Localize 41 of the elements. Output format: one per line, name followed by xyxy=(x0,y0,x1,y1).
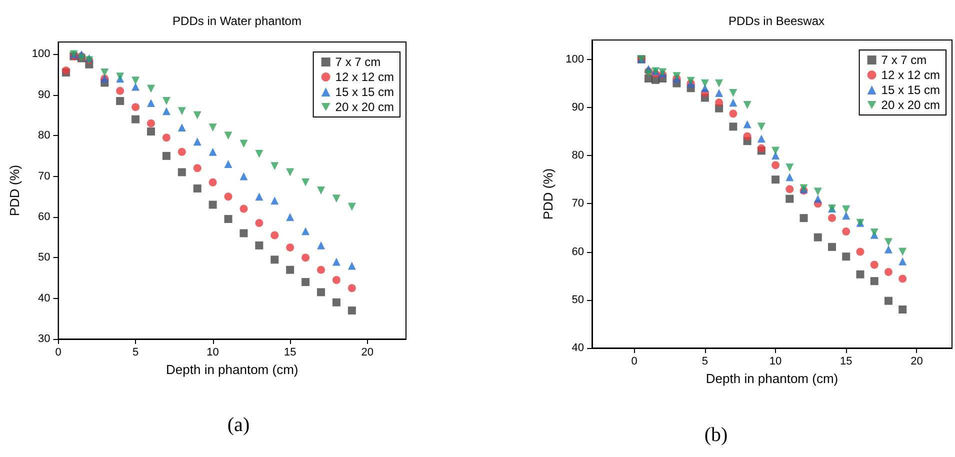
legend-label: 7 x 7 cm xyxy=(335,55,381,69)
y-tick-label: 40 xyxy=(572,342,584,354)
y-tick-label: 80 xyxy=(38,130,50,142)
x-tick-label: 20 xyxy=(910,356,923,368)
y-axis-title: PDD (%) xyxy=(540,168,556,220)
x-axis-title: Depth in phantom (cm) xyxy=(706,370,838,386)
legend-label: 12 x 12 cm xyxy=(881,68,940,82)
legend-label: 15 x 15 cm xyxy=(881,83,940,97)
y-tick-label: 30 xyxy=(38,333,50,345)
x-tick-label: 0 xyxy=(631,356,638,368)
y-tick-label: 80 xyxy=(572,150,584,162)
y-tick-label: 90 xyxy=(38,88,50,101)
x-tick-label: 0 xyxy=(55,346,62,358)
text: (a) xyxy=(227,414,250,436)
text: (b) xyxy=(704,424,728,446)
y-tick-label: 60 xyxy=(572,246,584,258)
y-tick-label: 50 xyxy=(572,294,584,306)
x-tick-label: 10 xyxy=(769,356,782,368)
y-tick-label: 70 xyxy=(38,170,50,182)
x-tick-label: 15 xyxy=(840,356,852,368)
x-tick-label: 10 xyxy=(206,346,219,358)
y-tick-label: 90 xyxy=(572,101,584,114)
x-tick-label: 5 xyxy=(132,346,139,358)
legend-label: 7 x 7 cm xyxy=(881,53,927,67)
x-axis-title: Depth in phantom (cm) xyxy=(166,362,298,377)
legend-label: 20 x 20 cm xyxy=(881,98,940,112)
y-tick-label: 100 xyxy=(32,48,50,60)
y-tick-label: 40 xyxy=(38,292,50,304)
chart-title: PDDs in Water phantom xyxy=(172,14,302,28)
chart-title: PDDs in Beeswax xyxy=(728,14,825,28)
legend-label: 20 x 20 cm xyxy=(335,100,394,114)
legend-label: 15 x 15 cm xyxy=(335,85,394,99)
x-tick-label: 20 xyxy=(361,346,374,358)
y-tick-label: 50 xyxy=(38,252,50,264)
y-tick-label: 100 xyxy=(566,53,584,66)
y-tick-label: 70 xyxy=(572,198,584,210)
y-axis-title: PDD (%) xyxy=(7,164,22,216)
legend-label: 12 x 12 cm xyxy=(335,70,394,84)
y-tick-label: 60 xyxy=(38,210,50,223)
x-tick-label: 5 xyxy=(702,356,708,368)
x-tick-label: 15 xyxy=(284,346,296,358)
